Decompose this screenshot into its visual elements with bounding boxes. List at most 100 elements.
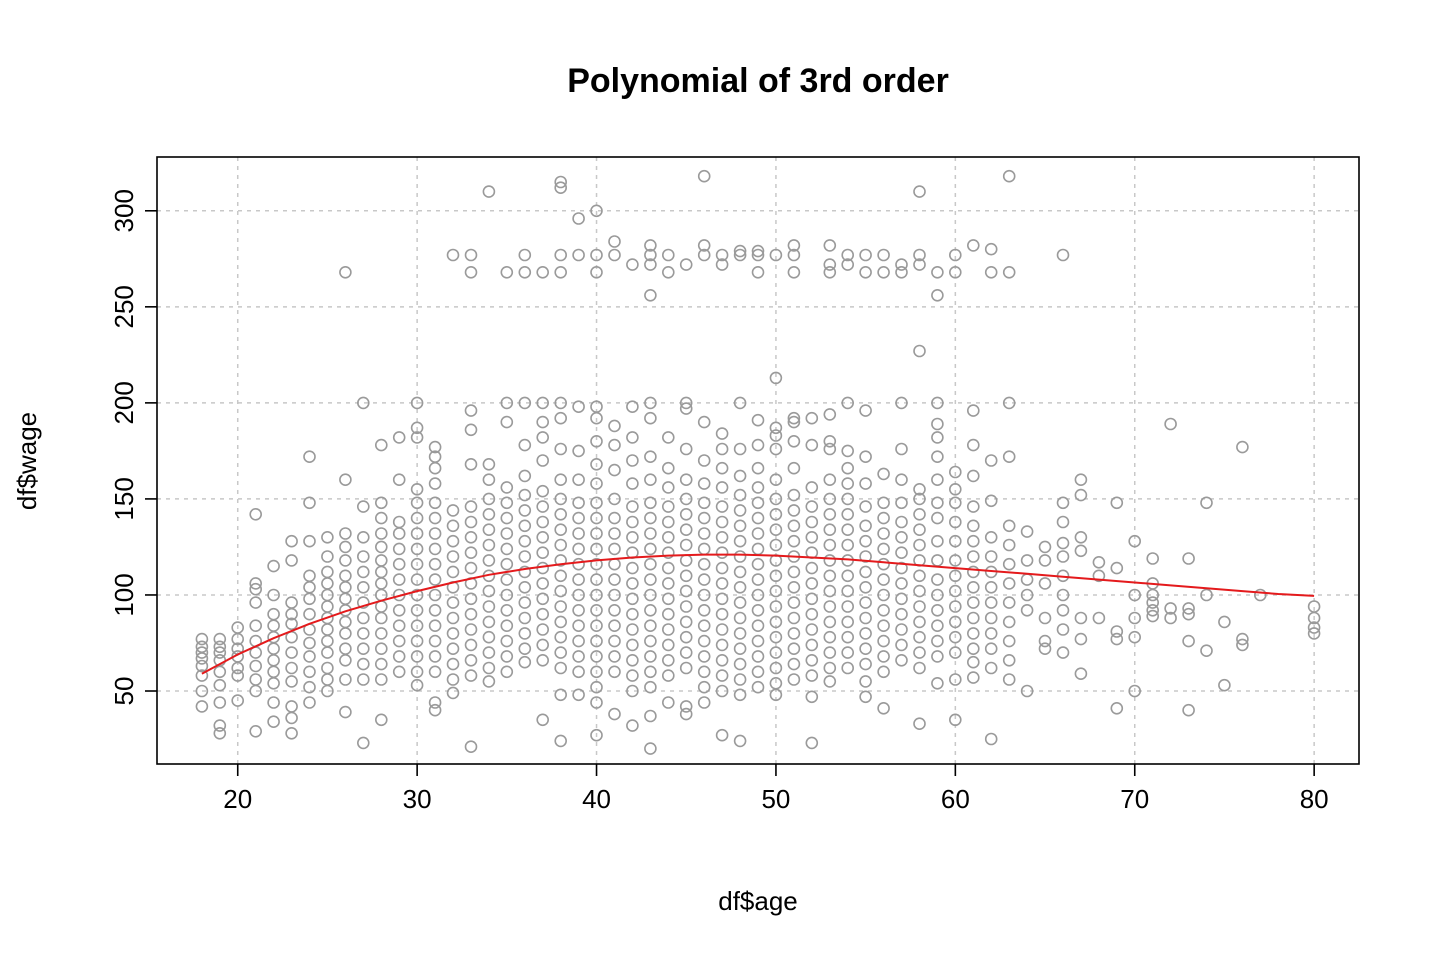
data-point — [339, 653, 352, 667]
data-point — [715, 258, 729, 271]
data-point — [644, 573, 657, 586]
data-point — [1182, 634, 1195, 648]
data-point — [428, 588, 442, 602]
data-point — [661, 431, 675, 444]
data-point — [644, 557, 657, 571]
data-point — [482, 646, 496, 659]
data-point — [966, 404, 980, 417]
data-point — [339, 705, 352, 719]
data-point — [572, 473, 585, 487]
data-point — [410, 573, 424, 586]
data-point — [697, 696, 711, 709]
data-point — [895, 530, 908, 544]
data-point — [195, 640, 209, 654]
data-point — [321, 623, 334, 636]
data-point — [1020, 684, 1034, 698]
data-point — [392, 515, 406, 529]
data-point — [482, 473, 496, 487]
data-point — [823, 630, 837, 644]
data-point — [1236, 632, 1249, 646]
data-point — [518, 550, 532, 563]
data-point — [554, 600, 568, 613]
data-point — [823, 492, 837, 506]
data-point — [482, 554, 496, 567]
data-point — [536, 607, 550, 621]
data-point — [859, 534, 872, 548]
data-point — [428, 573, 442, 586]
data-point — [644, 496, 657, 510]
data-point — [895, 473, 908, 487]
data-point — [1038, 634, 1052, 648]
data-point — [482, 492, 496, 506]
data-point — [895, 496, 908, 510]
data-point — [715, 728, 729, 742]
data-point — [931, 396, 944, 410]
data-point — [697, 239, 711, 252]
data-point — [1056, 550, 1070, 563]
data-point — [1020, 573, 1034, 586]
data-point — [859, 675, 872, 688]
data-point — [608, 248, 621, 262]
data-point — [536, 500, 550, 513]
data-point — [554, 473, 568, 487]
data-point — [733, 734, 747, 748]
data-point — [410, 678, 424, 692]
data-point — [321, 634, 334, 648]
x-tick-label: 80 — [1300, 784, 1329, 814]
grid-lines — [157, 157, 1359, 764]
data-point — [679, 646, 693, 659]
data-point — [913, 523, 926, 537]
data-point — [464, 457, 478, 471]
data-point — [392, 619, 406, 633]
data-point — [769, 538, 783, 552]
data-point — [913, 661, 926, 675]
data-point — [428, 461, 442, 475]
data-point — [1146, 603, 1159, 617]
data-point — [984, 550, 998, 563]
data-point — [805, 690, 819, 704]
data-point — [608, 463, 621, 477]
data-point — [518, 627, 532, 640]
data-point — [697, 477, 711, 490]
data-point — [339, 265, 352, 279]
data-point — [715, 561, 729, 575]
data-point — [697, 542, 711, 556]
data-point — [859, 627, 872, 640]
data-point — [608, 527, 621, 540]
data-point — [1218, 615, 1231, 629]
data-point — [356, 657, 370, 671]
data-point — [1200, 588, 1213, 602]
y-tick-label: 100 — [109, 573, 139, 616]
data-point — [805, 638, 819, 652]
data-point — [984, 642, 998, 656]
data-point — [1307, 600, 1321, 613]
data-point — [841, 569, 855, 583]
data-point — [590, 696, 603, 709]
data-point — [715, 442, 729, 456]
data-point — [446, 673, 460, 686]
data-point — [626, 530, 639, 544]
data-point — [715, 638, 729, 652]
data-point — [931, 554, 944, 567]
data-point — [428, 619, 442, 633]
data-point — [697, 634, 711, 648]
data-point — [787, 415, 801, 429]
data-point — [644, 603, 657, 617]
data-point — [267, 642, 280, 656]
data-point — [661, 638, 675, 652]
data-point — [966, 627, 980, 640]
data-point — [446, 657, 460, 671]
data-point — [895, 546, 908, 560]
data-point — [554, 411, 568, 425]
data-point — [554, 265, 568, 279]
data-point — [644, 527, 657, 540]
data-point — [751, 527, 765, 540]
data-point — [644, 542, 657, 556]
data-point — [446, 519, 460, 533]
data-point — [536, 415, 550, 429]
data-point — [536, 396, 550, 410]
data-point — [303, 680, 316, 694]
data-point — [679, 554, 693, 567]
data-point — [267, 559, 280, 573]
data-point — [751, 244, 765, 258]
